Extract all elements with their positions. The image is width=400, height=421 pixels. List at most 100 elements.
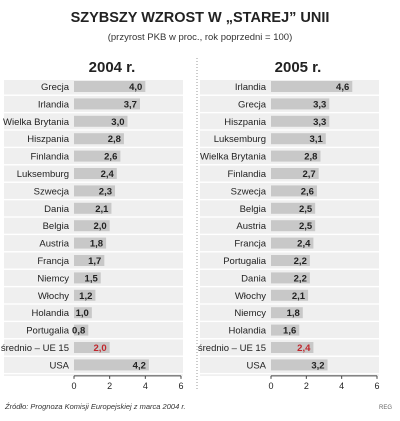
data-label: 2,5 [299,204,313,215]
row-divider [200,251,379,253]
category-label: Niemcy [37,273,69,284]
category-label: Finlandia [227,169,266,180]
bar [74,289,96,301]
row-divider [200,303,379,305]
data-label: 2,8 [304,152,317,163]
data-label: 2,4 [297,343,311,354]
panel-title: 2004 r. [89,59,136,76]
bar [271,237,314,249]
row-divider [200,129,379,131]
category-label: Grecja [238,99,267,110]
category-label: średnio – UE 15 [1,343,69,354]
row-divider [200,146,379,149]
x-tick-label: 2 [107,381,112,391]
bar [271,324,300,336]
bar [74,324,89,336]
row-divider [4,233,183,236]
bar [74,220,110,232]
category-label: Belgia [43,221,70,232]
data-label: 4,6 [336,82,349,93]
category-label: Włochy [38,291,69,302]
data-label: 2,1 [292,291,306,302]
category-label: USA [49,360,69,371]
bar [74,307,92,319]
data-label: 2,2 [294,273,307,284]
data-label: 3,2 [311,360,324,371]
category-label: Francja [37,256,69,267]
chart-panel-1: 2004 r. Grecja 4,0 Irlandia 3,7 Wielka Brytan… [1,58,198,391]
panel-title: 2005 r. [275,59,322,76]
data-label: 3,7 [124,99,137,110]
row-divider [4,320,183,323]
data-label: 2,7 [302,169,315,180]
bar [271,220,316,232]
bar [74,185,116,197]
row-divider [200,372,379,375]
x-tick-label: 6 [374,381,379,391]
row-divider [200,111,379,114]
bar [74,202,112,214]
bar [74,272,101,284]
row-divider [4,111,183,114]
row-divider [200,198,379,201]
category-label: Finlandia [30,152,69,163]
data-label: 0,8 [72,326,85,337]
x-tick-label: 0 [268,381,273,391]
data-label: 2,0 [93,221,106,232]
bar [271,359,328,371]
row-divider [200,355,379,357]
category-label: Portugalia [26,326,69,337]
bar [74,133,124,145]
bar [271,98,330,110]
bar [271,168,319,179]
data-label: 3,3 [313,117,326,128]
row-divider [4,338,183,340]
category-label: Wielka Brytania [200,152,267,163]
category-label: Luksemburg [214,134,266,145]
row-divider [200,94,379,96]
row-divider [4,285,183,288]
row-divider [200,320,379,323]
bar [74,237,107,249]
row-divider [4,146,183,149]
data-label: 2,8 [108,134,121,145]
row-divider [200,233,379,236]
category-label: Dania [44,204,70,215]
row-divider [200,285,379,288]
chart-panel-2: 2005 r. Irlandia 4,6 Grecja 3,3 Hiszpania 3,3 L… [198,59,380,391]
data-label: 1,6 [283,326,296,337]
category-label: Szwecja [231,186,267,197]
category-label: Niemcy [234,308,266,319]
bar [271,133,326,145]
bar [271,255,310,266]
data-label: 3,1 [310,134,324,145]
row-divider [200,268,379,270]
data-label: 4,2 [133,360,146,371]
x-tick-label: 0 [71,381,76,391]
category-label: Luksemburg [17,169,69,180]
data-label: 2,6 [301,186,314,197]
data-label: 1,0 [76,308,89,319]
bar [271,272,310,284]
data-label: 3,3 [313,99,326,110]
data-label: 1,5 [85,273,99,284]
data-label: 2,6 [104,152,117,163]
category-label: Grecja [41,82,70,93]
row-divider [4,181,183,183]
bar [74,342,110,353]
bar [74,81,146,92]
data-label: 1,7 [88,256,101,267]
bar [271,202,316,214]
category-label: Irlandia [235,82,267,93]
bar [271,342,314,353]
row-divider [200,216,379,218]
row-divider [4,129,183,131]
category-label: Dania [241,273,267,284]
bar [74,255,105,266]
data-label: 2,3 [99,186,112,197]
bar [74,168,117,179]
bar [271,185,317,197]
row-divider [4,355,183,357]
